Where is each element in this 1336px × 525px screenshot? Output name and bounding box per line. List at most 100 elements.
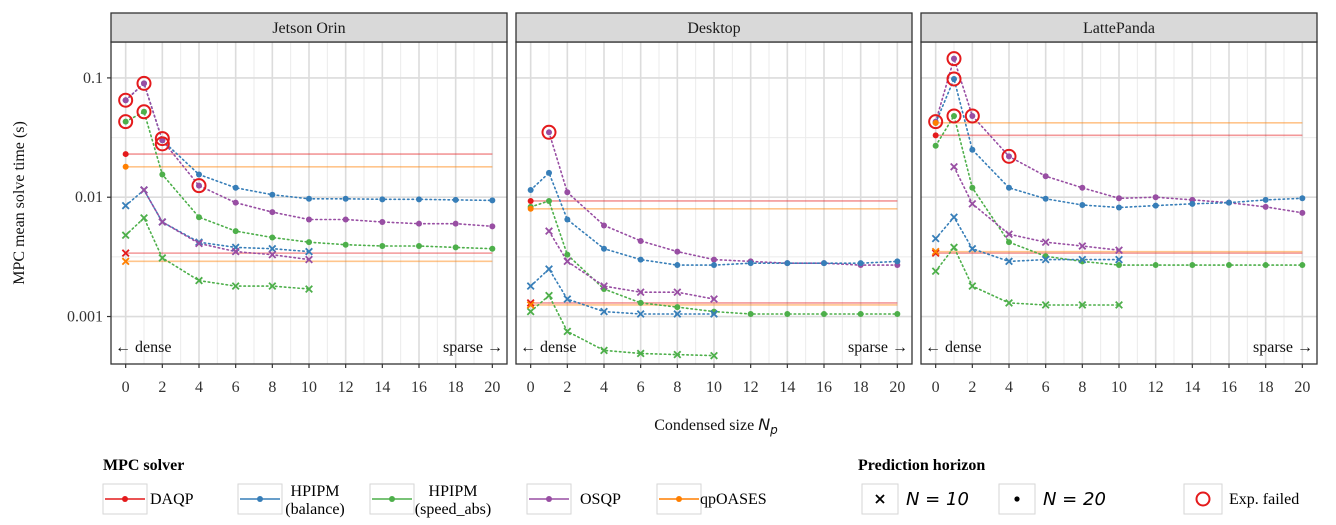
failed-marker (118, 114, 134, 130)
legend-title-solver: MPC solver (103, 457, 184, 474)
failed-marker (136, 104, 152, 120)
x-tick-label: 6 (637, 379, 645, 396)
legend-label: N = 10 (906, 489, 969, 510)
data-point (1006, 153, 1012, 160)
data-point (305, 285, 313, 293)
data-point (674, 262, 681, 269)
data-point (305, 247, 313, 256)
data-point (140, 186, 148, 194)
failed-marker (118, 92, 134, 108)
data-point (710, 310, 718, 318)
data-point (563, 327, 572, 336)
data-point (121, 257, 130, 266)
data-point (951, 55, 957, 62)
data-point (1079, 184, 1086, 191)
data-point (527, 186, 534, 193)
series-line (953, 166, 1120, 251)
data-point (1299, 262, 1306, 269)
data-point (784, 260, 791, 267)
data-point (969, 184, 976, 191)
data-point (673, 288, 682, 297)
data-point (563, 295, 572, 304)
data-point (1262, 262, 1269, 269)
data-point (452, 196, 459, 203)
x-tick-label: 18 (448, 379, 464, 396)
data-point (416, 243, 422, 250)
series-line (124, 81, 494, 202)
data-point (1042, 173, 1049, 180)
data-point (1005, 257, 1013, 266)
data-point (637, 237, 644, 244)
failed-marker (136, 75, 152, 91)
data-point (232, 228, 239, 235)
legend-failed-icon (1195, 491, 1211, 507)
data-point (710, 295, 718, 304)
data-point (600, 307, 608, 316)
data-point (932, 132, 939, 139)
data-point (674, 248, 681, 255)
data-point (269, 209, 276, 216)
data-point (268, 282, 277, 291)
panel-0: Jetson Orin ← dense sparse → 0 2 4 6 8 10 12 14 16 1… (110, 12, 508, 396)
data-point (637, 256, 644, 263)
legend-title-horizon: Prediction horizon (858, 457, 985, 474)
dense-label: ← dense (520, 339, 576, 356)
data-point (268, 244, 277, 253)
data-point (527, 197, 534, 204)
series-line (124, 81, 494, 228)
series-line (143, 189, 310, 261)
data-point (379, 218, 386, 225)
data-point (1079, 202, 1086, 209)
legend-label: DAQP (150, 491, 194, 508)
data-point (747, 260, 754, 267)
data-point (931, 267, 940, 276)
data-point (950, 243, 958, 252)
x-tick-label: 18 (1258, 379, 1274, 396)
facet-strip (920, 12, 1318, 43)
legend-key (1183, 483, 1223, 515)
data-point (564, 216, 571, 223)
data-point (232, 184, 239, 191)
data-point (546, 129, 552, 136)
failed-marker (928, 114, 944, 130)
data-point (601, 245, 607, 252)
x-tick-label: 16 (1221, 379, 1237, 396)
data-point (821, 310, 827, 317)
data-point (122, 163, 129, 170)
data-point (951, 75, 957, 82)
legend-label: N = 20 (1043, 489, 1106, 510)
data-point (1041, 238, 1050, 247)
x-tick-label: 2 (563, 379, 571, 396)
data-point (1152, 194, 1159, 201)
legend-dot-icon (1014, 496, 1020, 502)
legend-label: OSQP (580, 491, 621, 508)
data-point (122, 151, 129, 158)
x-tick-label: 2 (158, 379, 166, 396)
panel-1: Desktop ← dense sparse → 0 2 4 6 8 10 12 14 16 18 20 (515, 12, 913, 396)
failed-marker (1001, 148, 1017, 164)
data-point (857, 260, 864, 267)
data-point (1115, 301, 1123, 309)
data-point (1226, 199, 1232, 206)
facet-title: Jetson Orin (272, 20, 345, 37)
data-point (1078, 255, 1087, 264)
y-tick-label: 0.1 (83, 70, 103, 87)
failed-marker (154, 136, 170, 152)
data-point (489, 245, 496, 252)
y-tick-label: 0.01 (75, 189, 103, 206)
data-point (342, 216, 349, 223)
x-tick-label: 6 (232, 379, 240, 396)
y-tick-label: 0.001 (67, 309, 103, 326)
data-point (1005, 298, 1013, 307)
x-tick-label: 18 (853, 379, 869, 396)
data-point (196, 182, 202, 189)
data-point (931, 247, 940, 256)
data-point (1262, 203, 1269, 210)
data-point (121, 231, 130, 240)
x-tick-label: 4 (600, 379, 608, 396)
legend-cross-icon (875, 494, 885, 504)
data-point (1189, 200, 1196, 207)
data-point (894, 310, 901, 317)
data-point (711, 262, 717, 269)
